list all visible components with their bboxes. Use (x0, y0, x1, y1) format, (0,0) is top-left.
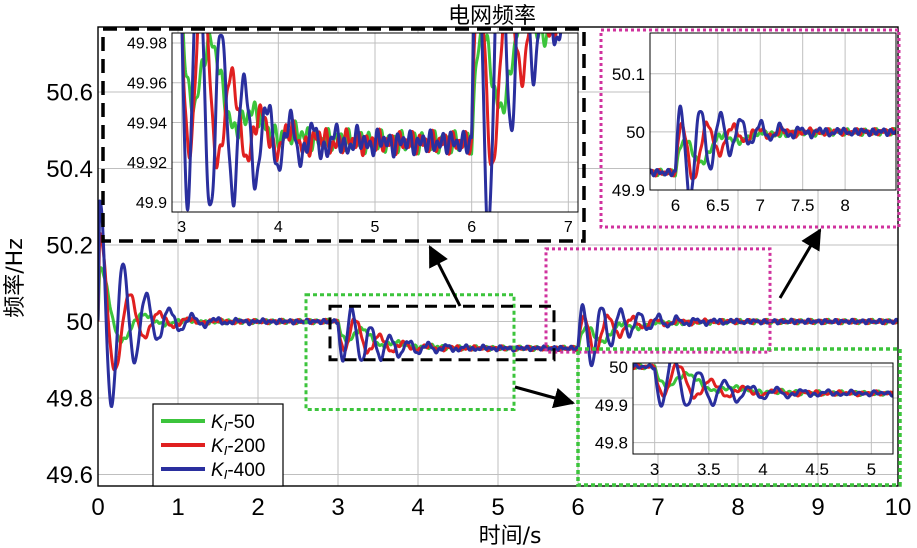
inset-bottom-right-y-tick-label: 50 (609, 358, 628, 377)
inset-top-right-background (650, 33, 896, 190)
inset-top-right-y-tick-label: 50.1 (612, 65, 645, 84)
inset-bottom-right-y-tick-label: 49.8 (595, 434, 628, 453)
inset-bottom-right-x-tick-label: 3.5 (697, 460, 721, 479)
y-axis-label: 频率/Hz (3, 238, 28, 318)
inset-top-right: 6 6.5 7 7.5 8 49.9 50 50.1 (612, 32, 897, 215)
inset-bottom-right-border (576, 347, 902, 487)
inset-top-left-x-tick-label: 6 (467, 219, 476, 236)
arrow-to-bottom-right-inset (514, 385, 576, 409)
inset-top-left-y-tick-label: 49.92 (127, 155, 167, 172)
arrow-to-top-left-inset (428, 245, 462, 307)
inset-top-left-series-line-400 (180, 33, 563, 212)
legend-entry-label: KI-200 (211, 436, 265, 458)
main-series-line-400 (98, 199, 898, 408)
main-y-tick-label: 50.2 (46, 233, 93, 260)
inset-bottom-right-x-tick-label: 4.5 (805, 460, 829, 479)
inset-bottom-right-frame (632, 362, 894, 455)
inset-bottom-right: 3 3.5 4 4.5 5 49.8 49.9 50 (595, 358, 894, 479)
inset-top-left-x-tick-label: 7 (564, 219, 573, 236)
main-y-tick-label: 49.8 (46, 386, 93, 413)
zoom-box-drop-region (304, 293, 516, 411)
inset-bottom-right-x-tick-label: 3 (650, 460, 659, 479)
legend-entry-label: KI-400 (211, 460, 265, 482)
main-y-tick-label: 50 (66, 309, 93, 336)
inset-bottom-right-series-line-400 (633, 363, 893, 408)
main-x-tick-label: 1 (171, 494, 184, 521)
inset-bottom-right-series-group (633, 363, 893, 408)
main-x-tick-label: 9 (811, 494, 824, 521)
main-x-tick-label: 7 (651, 494, 664, 521)
zoom-box-recovery-region (544, 247, 772, 354)
main-x-tick-label: 3 (331, 494, 344, 521)
inset-top-right-x-tick-label: 6 (671, 196, 680, 215)
inset-top-right-y-tick-label: 49.9 (612, 181, 645, 200)
chart-title: 电网频率 (448, 4, 536, 29)
inset-top-right-series-group (650, 104, 896, 190)
inset-top-left-y-tick-label: 49.98 (127, 36, 167, 53)
main-frame (97, 26, 899, 487)
inset-bottom-right-x-tick-label: 5 (867, 460, 876, 479)
zoom-indicators (101, 27, 902, 487)
inset-top-right-border (599, 28, 901, 229)
inset-top-right-x-tick-label: 6.5 (706, 196, 730, 215)
inset-top-left-x-tick-label: 3 (177, 219, 186, 236)
inset-top-left-frame (171, 32, 579, 213)
main-x-tick-label: 8 (731, 494, 744, 521)
inset-bottom-right-y-tick-label: 49.9 (595, 396, 628, 415)
main-y-tick-label: 50.4 (46, 156, 93, 183)
inset-top-right-x-tick-label: 7.5 (791, 196, 815, 215)
main-y-tick-label: 49.6 (46, 462, 93, 489)
inset-bottom-right-x-tick-label: 4 (758, 460, 767, 479)
inset-top-left-y-tick-label: 49.96 (127, 75, 167, 92)
inset-top-right-x-tick-label: 7 (756, 196, 765, 215)
x-axis-label: 时间/s (479, 524, 542, 548)
main-x-tick-label: 2 (251, 494, 264, 521)
main-x-tick-label: 10 (885, 494, 912, 521)
main-x-tick-label: 5 (491, 494, 504, 521)
inset-top-left: 3 4 5 6 7 49.9 49.92 49.94 49.96 49.98 (127, 32, 579, 236)
inset-top-right-series-line-400 (650, 104, 896, 190)
inset-top-right-x-tick-label: 8 (840, 196, 849, 215)
legend-entry-label: KI-50 (211, 412, 255, 434)
inset-top-left-border (101, 27, 586, 243)
inset-top-left-x-tick-label: 5 (371, 219, 380, 236)
zoom-box-steady-region (328, 304, 556, 362)
main-x-tick-label: 4 (411, 494, 424, 521)
main-x-tick-label: 6 (571, 494, 584, 521)
inset-top-left-y-tick-label: 49.9 (136, 195, 167, 212)
main-x-tick-label: 0 (91, 494, 104, 521)
inset-top-left-series-group (180, 33, 563, 212)
inset-top-right-y-tick-label: 50 (626, 123, 645, 142)
main-y-tick-label: 50.6 (46, 80, 93, 107)
main-series-group (98, 199, 898, 408)
inset-top-left-x-tick-label: 4 (274, 219, 283, 236)
inset-top-left-y-tick-label: 49.94 (127, 115, 167, 132)
arrow-to-top-right-inset (778, 228, 822, 299)
inset-top-right-frame (649, 32, 897, 191)
